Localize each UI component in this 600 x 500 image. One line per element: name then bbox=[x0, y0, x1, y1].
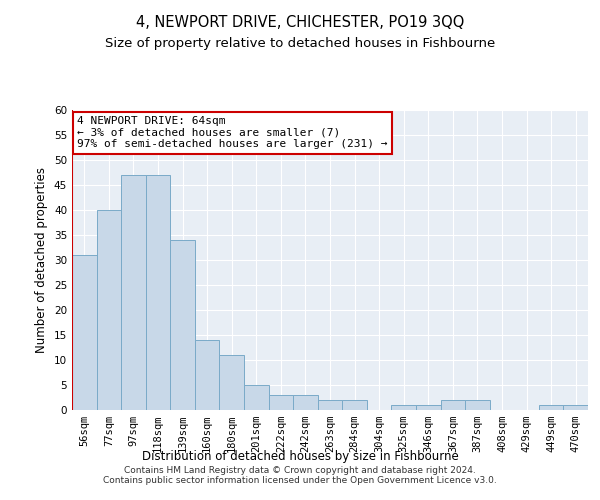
Bar bbox=[195, 340, 220, 410]
Text: Distribution of detached houses by size in Fishbourne: Distribution of detached houses by size … bbox=[142, 450, 458, 463]
Bar bbox=[269, 395, 293, 410]
Bar bbox=[97, 210, 121, 410]
Bar bbox=[72, 255, 97, 410]
Text: 4, NEWPORT DRIVE, CHICHESTER, PO19 3QQ: 4, NEWPORT DRIVE, CHICHESTER, PO19 3QQ bbox=[136, 15, 464, 30]
Text: 4 NEWPORT DRIVE: 64sqm
← 3% of detached houses are smaller (7)
97% of semi-detac: 4 NEWPORT DRIVE: 64sqm ← 3% of detached … bbox=[77, 116, 388, 149]
Bar bbox=[465, 400, 490, 410]
Bar bbox=[318, 400, 342, 410]
Bar bbox=[293, 395, 318, 410]
Bar bbox=[170, 240, 195, 410]
Y-axis label: Number of detached properties: Number of detached properties bbox=[35, 167, 49, 353]
Bar bbox=[563, 405, 588, 410]
Bar bbox=[539, 405, 563, 410]
Bar bbox=[121, 175, 146, 410]
Bar bbox=[416, 405, 440, 410]
Bar bbox=[244, 385, 269, 410]
Bar bbox=[146, 175, 170, 410]
Text: Size of property relative to detached houses in Fishbourne: Size of property relative to detached ho… bbox=[105, 38, 495, 51]
Bar bbox=[440, 400, 465, 410]
Bar bbox=[220, 355, 244, 410]
Bar bbox=[342, 400, 367, 410]
Bar bbox=[391, 405, 416, 410]
Text: Contains HM Land Registry data © Crown copyright and database right 2024.
Contai: Contains HM Land Registry data © Crown c… bbox=[103, 466, 497, 485]
